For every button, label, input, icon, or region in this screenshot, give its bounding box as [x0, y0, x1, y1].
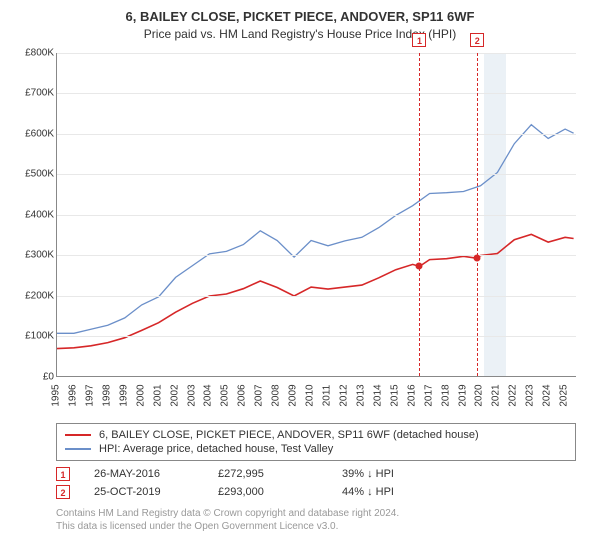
x-axis-tick: 2006 [237, 384, 248, 406]
x-axis-tick: 2010 [305, 384, 316, 406]
y-axis-tick: £500K [12, 169, 54, 180]
event-flag: 2 [470, 33, 484, 47]
x-axis-tick: 1996 [67, 384, 78, 406]
x-axis-tick: 2016 [406, 384, 417, 406]
sale-flag: 2 [56, 485, 70, 499]
x-axis-tick: 2020 [474, 384, 485, 406]
sale-row: 2 25-OCT-2019 £293,000 44% ↓ HPI [56, 485, 588, 499]
y-axis-tick: £300K [12, 250, 54, 261]
x-axis-tick: 2001 [152, 384, 163, 406]
x-axis-tick: 2004 [203, 384, 214, 406]
sale-delta: 39% ↓ HPI [342, 468, 442, 480]
event-vline [477, 53, 478, 376]
legend-label: 6, BAILEY CLOSE, PICKET PIECE, ANDOVER, … [99, 429, 479, 441]
footer-line1: Contains HM Land Registry data © Crown c… [56, 507, 588, 520]
x-axis-tick: 2008 [271, 384, 282, 406]
footer: Contains HM Land Registry data © Crown c… [56, 507, 588, 533]
x-axis-tick: 2007 [254, 384, 265, 406]
x-axis-tick: 2018 [440, 384, 451, 406]
sale-date: 25-OCT-2019 [94, 486, 194, 498]
x-axis-tick: 2023 [525, 384, 536, 406]
legend-item: 6, BAILEY CLOSE, PICKET PIECE, ANDOVER, … [65, 428, 567, 442]
x-axis-tick: 2005 [220, 384, 231, 406]
x-axis-tick: 2017 [423, 384, 434, 406]
x-axis-tick: 2015 [389, 384, 400, 406]
y-axis-tick: £700K [12, 88, 54, 99]
series-price_paid [57, 234, 574, 348]
legend: 6, BAILEY CLOSE, PICKET PIECE, ANDOVER, … [56, 423, 576, 461]
sale-row: 1 26-MAY-2016 £272,995 39% ↓ HPI [56, 467, 588, 481]
event-dot [416, 263, 423, 270]
chart-titles: 6, BAILEY CLOSE, PICKET PIECE, ANDOVER, … [12, 8, 588, 43]
event-vline [419, 53, 420, 376]
legend-item: HPI: Average price, detached house, Test… [65, 442, 567, 456]
y-axis-tick: £600K [12, 128, 54, 139]
sale-price: £272,995 [218, 468, 318, 480]
x-axis-tick: 2009 [288, 384, 299, 406]
x-axis-tick: 2014 [372, 384, 383, 406]
x-axis-tick: 2003 [186, 384, 197, 406]
x-axis-tick: 2019 [457, 384, 468, 406]
x-axis-tick: 2024 [542, 384, 553, 406]
y-axis-tick: £0 [12, 371, 54, 382]
sale-price: £293,000 [218, 486, 318, 498]
x-axis-tick: 2013 [355, 384, 366, 406]
x-axis-tick: 2011 [322, 385, 333, 407]
plot: 12 [56, 53, 576, 377]
x-axis-tick: 1998 [101, 384, 112, 406]
sale-delta: 44% ↓ HPI [342, 486, 442, 498]
y-axis-tick: £200K [12, 290, 54, 301]
x-axis-tick: 1995 [51, 384, 62, 406]
x-axis-tick: 2022 [508, 384, 519, 406]
event-flag: 1 [412, 33, 426, 47]
sale-flag: 1 [56, 467, 70, 481]
y-axis-tick: £800K [12, 47, 54, 58]
title-line1: 6, BAILEY CLOSE, PICKET PIECE, ANDOVER, … [12, 8, 588, 26]
x-axis-tick: 2000 [135, 384, 146, 406]
legend-swatch [65, 448, 91, 450]
y-axis-tick: £400K [12, 209, 54, 220]
sale-date: 26-MAY-2016 [94, 468, 194, 480]
footer-line2: This data is licensed under the Open Gov… [56, 520, 588, 533]
x-axis-tick: 2012 [338, 384, 349, 406]
x-axis-tick: 2002 [169, 384, 180, 406]
event-dot [474, 255, 481, 262]
x-axis-tick: 2021 [491, 384, 502, 406]
legend-swatch [65, 434, 91, 436]
x-axis-tick: 1997 [84, 384, 95, 406]
x-axis-tick: 2025 [559, 384, 570, 406]
title-line2: Price paid vs. HM Land Registry's House … [12, 26, 588, 43]
legend-label: HPI: Average price, detached house, Test… [99, 443, 333, 455]
chart-area: £0 £100K £200K £300K £400K £500K £600K £700K £80… [12, 47, 588, 417]
y-axis-tick: £100K [12, 331, 54, 342]
series-hpi [57, 125, 574, 334]
x-axis-tick: 1999 [118, 384, 129, 406]
